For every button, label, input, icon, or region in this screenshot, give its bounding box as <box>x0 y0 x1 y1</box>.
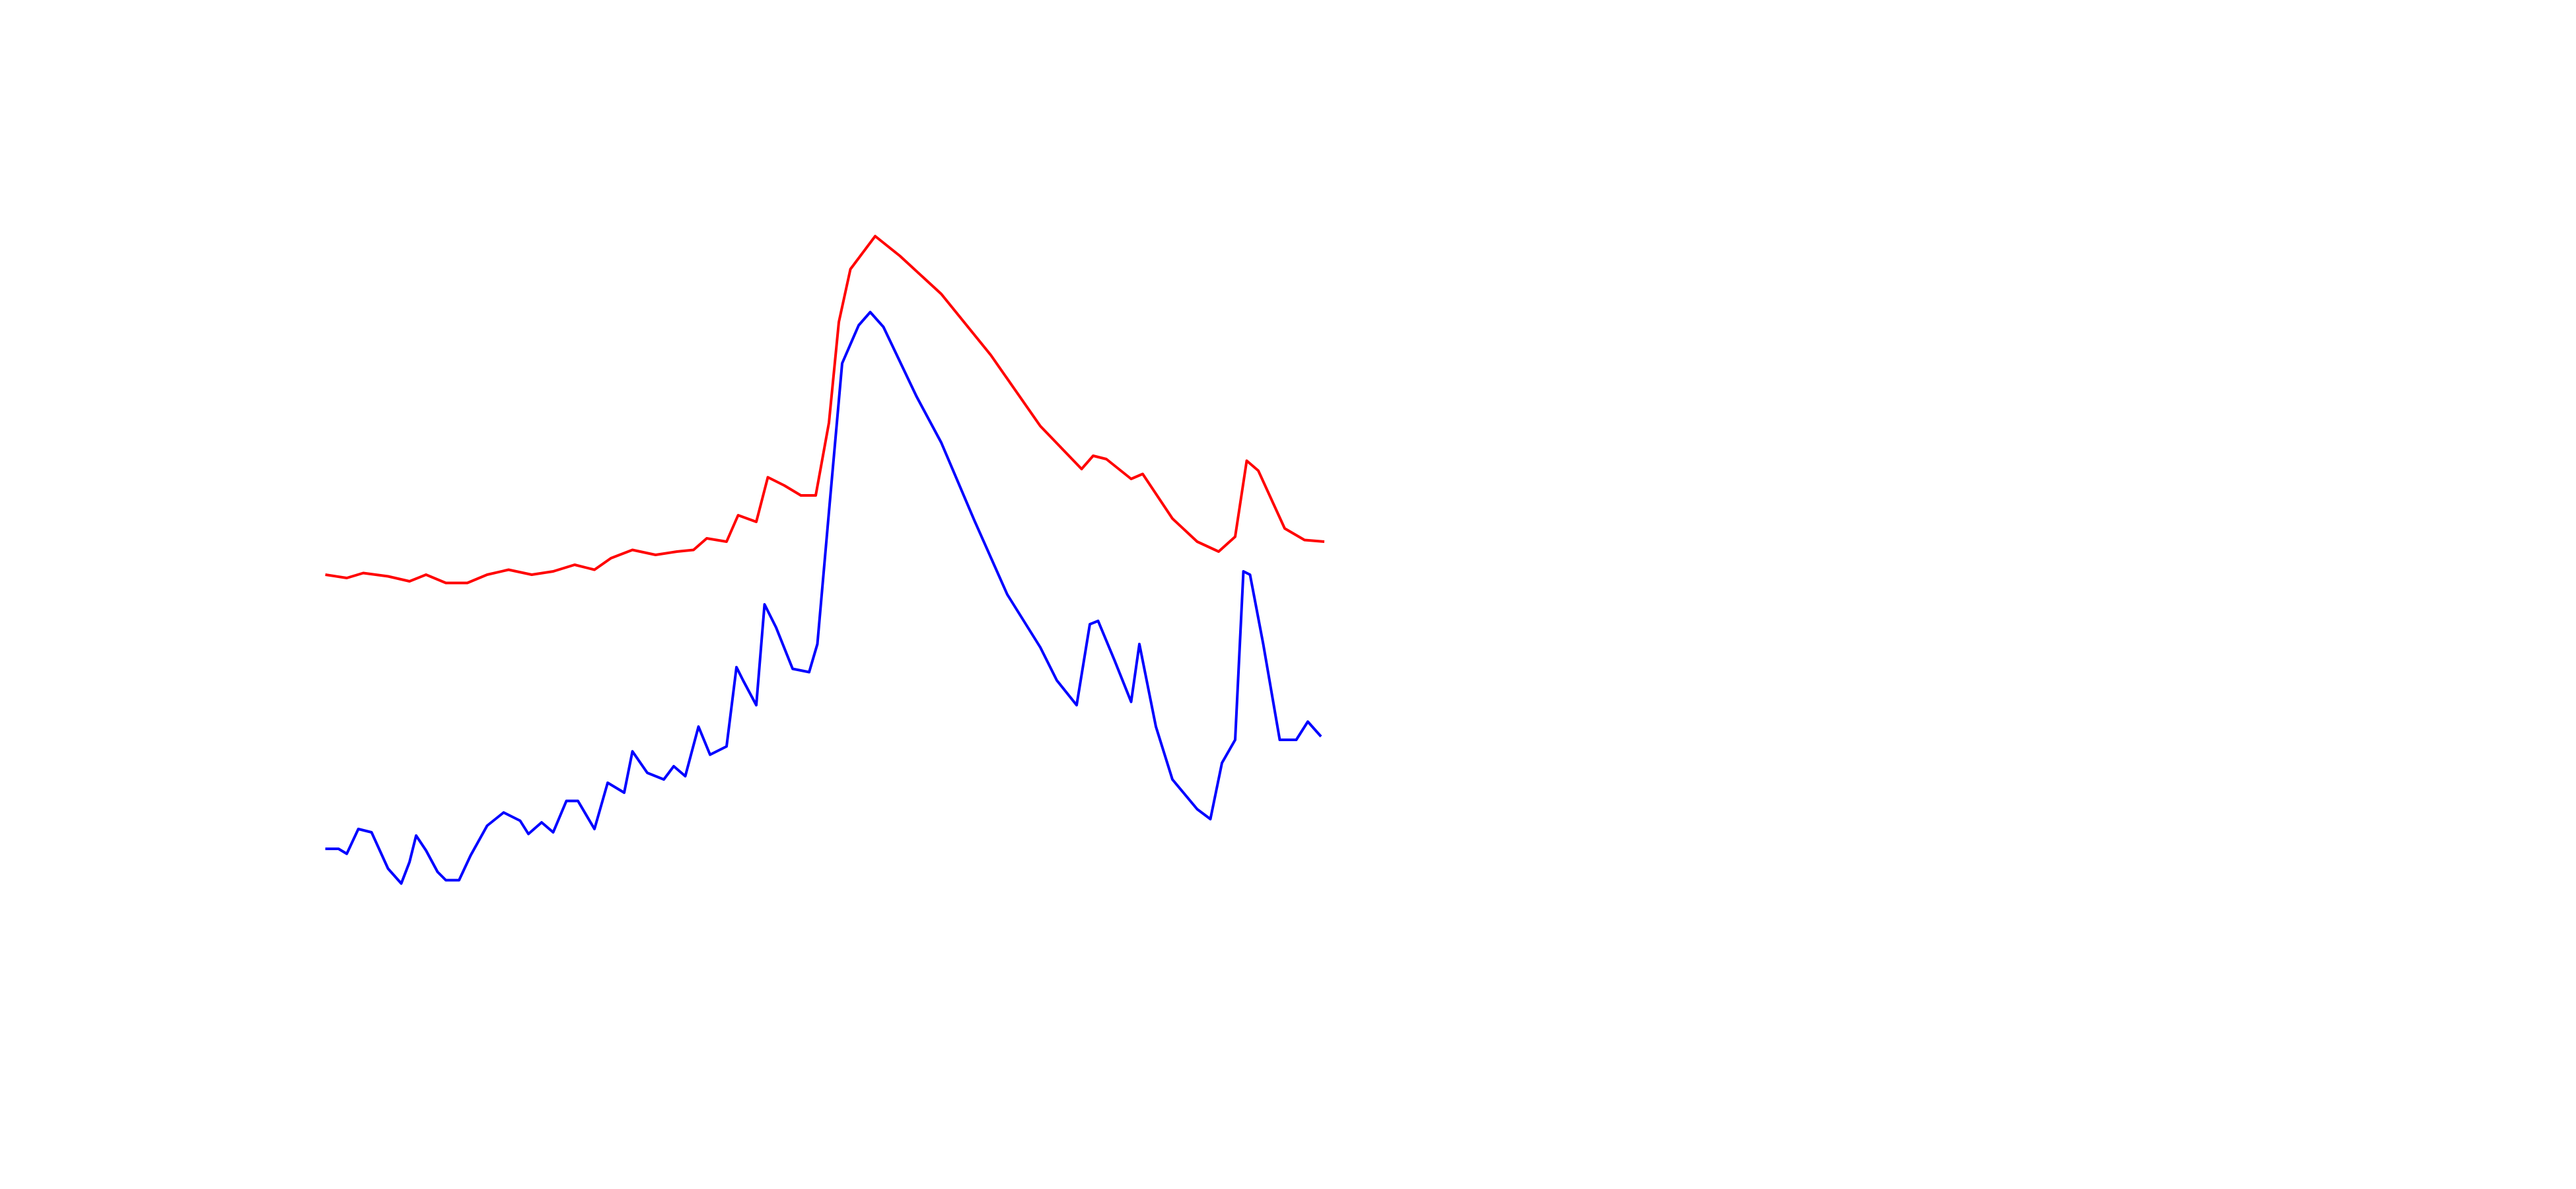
line <box>325 234 1325 585</box>
line <box>325 310 1322 885</box>
